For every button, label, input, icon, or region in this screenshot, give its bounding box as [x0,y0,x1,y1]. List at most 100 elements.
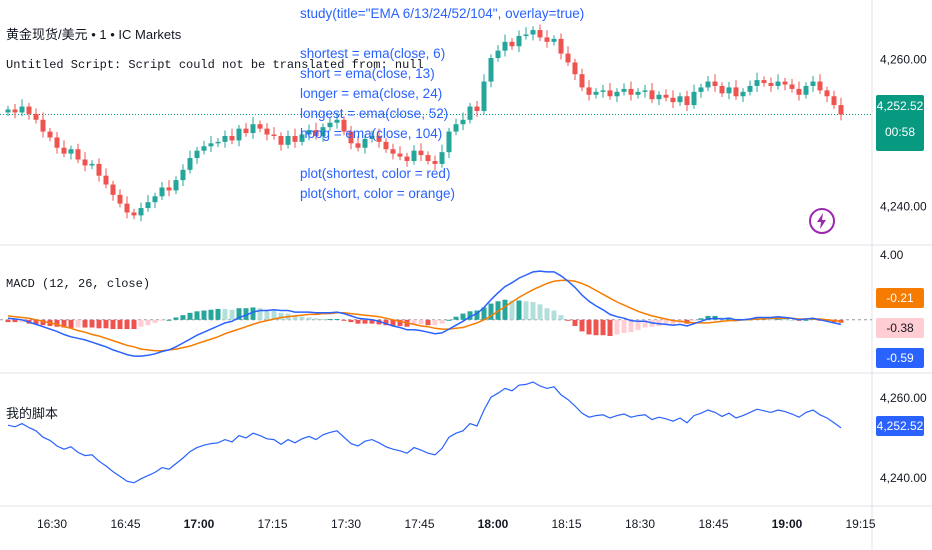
macd-histogram-bar [530,302,536,320]
macd-histogram-bar [320,319,326,321]
candle-body [705,81,711,88]
candle-body [439,152,445,164]
candle-body [75,149,81,160]
macd-histogram-bar [96,319,102,329]
macd-histogram-bar [383,319,389,326]
candle-body [677,96,683,103]
macd-histogram-bar [215,308,221,320]
macd-histogram-bar [33,319,39,325]
candle-body [82,159,88,166]
macd-histogram-bar [110,319,116,330]
macd-histogram-bar [397,319,403,326]
time-axis-label: 19:15 [845,517,875,531]
candle-body [691,91,697,106]
time-axis-label: 18:30 [625,517,655,531]
candle-body [579,74,585,88]
price-axis-label: 4,240.00 [880,200,927,214]
candle-body [264,128,270,135]
candle-body [453,124,459,132]
macd-histogram-bar [614,319,620,335]
macd-histogram-bar [138,319,144,327]
candle-body [12,109,18,113]
candle-body [565,53,571,63]
candle-body [320,127,326,136]
macd-histogram-bar [523,301,529,320]
candle-body [236,128,242,141]
macd-histogram-bar [75,319,81,328]
candle-body [789,84,795,89]
symbol-title: 黄金现货/美元 • 1 • IC Markets [6,27,182,42]
macd-histogram-bar [670,319,676,325]
candle-body [474,106,480,111]
macd-histogram-bar [271,310,277,320]
candle-body [572,62,578,75]
candle-body [61,147,67,154]
macd-histogram-bar [642,319,648,328]
macd-histogram-bar [355,319,361,324]
macd-histogram-bar [474,310,480,320]
macd-histogram-bar [628,319,634,333]
time-axis-label: 18:15 [551,517,581,531]
candle-body [775,81,781,86]
candle-body [642,90,648,92]
candle-body [768,83,774,86]
candle-body [803,85,809,95]
candle-body [257,124,263,129]
macd-histogram-bar [453,316,459,320]
macd-histogram-bar [278,312,284,320]
script-axis-label: 4,260.00 [880,391,927,405]
macd-histogram-bar [61,319,67,328]
candle-body [838,105,844,115]
macd-histogram-bar [166,319,172,321]
lightning-glyph [817,213,826,229]
macd-histogram-bar [390,319,396,326]
candle-body [110,184,116,195]
candle-body [614,91,620,97]
macd-histogram-bar [376,319,382,325]
macd-histogram-bar [173,317,179,320]
candle-body [54,137,60,148]
candle-body [33,113,39,120]
macd-histogram-bar [117,319,123,330]
candle-body [635,91,641,95]
macd-histogram-tag: -0.38 [876,318,924,338]
macd-histogram-bar [698,318,704,320]
candle-body [68,149,74,154]
macd-histogram-bar [439,319,445,324]
macd-line [7,270,842,357]
time-axis-label: 16:30 [37,517,67,531]
candle-body [40,119,46,132]
candle-body [348,131,354,144]
macd-histogram-bar [488,303,494,320]
macd-axis-label: 4.00 [880,248,904,262]
script-pane-label: 我的脚本 [6,406,59,421]
candle-body [726,87,732,94]
macd-histogram-bar [131,319,137,330]
candle-body [173,180,179,191]
candle-body [397,153,403,157]
macd-histogram-bar [327,319,333,321]
candle-body [194,150,200,159]
candle-body [390,149,396,154]
lightning-icon[interactable] [809,208,835,234]
macd-histogram-bar [460,313,466,320]
time-axis-label: 17:15 [257,517,287,531]
macd-histogram-bar [663,319,669,326]
candle-body [159,187,165,197]
macd-histogram-bar [124,319,130,330]
candle-body [180,169,186,181]
candle-body [747,85,753,92]
candle-body [271,134,277,136]
macd-histogram-bar [544,308,550,320]
candle-body [460,119,466,125]
candle-body [313,130,319,136]
candle-body [831,96,837,106]
macd-histogram-bar [705,315,711,320]
macd-histogram-bar [411,319,417,326]
macd-histogram-bar [789,319,795,321]
time-axis-label: 17:30 [331,517,361,531]
macd-histogram-bar [257,308,263,320]
macd-histogram-bar [208,309,214,320]
macd-histogram-bar [481,307,487,320]
